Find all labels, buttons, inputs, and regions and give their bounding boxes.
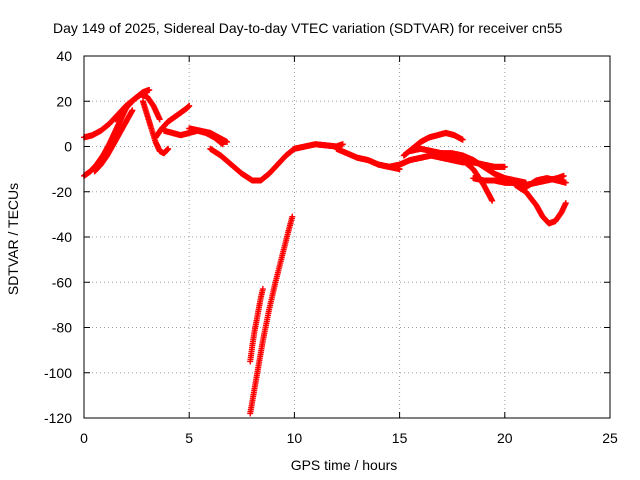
- data-point: [289, 213, 296, 220]
- series-arc-3: [91, 107, 136, 175]
- series-arc-19: [247, 213, 296, 417]
- y-axis-label: SDTVAR / TECUs: [5, 183, 21, 295]
- data-point: [501, 163, 508, 170]
- x-tick-label: 0: [80, 430, 88, 446]
- x-axis-label: GPS time / hours: [291, 457, 398, 473]
- data-point: [459, 136, 466, 143]
- x-tick-label: 20: [497, 430, 513, 446]
- data-point: [146, 86, 153, 93]
- data-point: [489, 197, 496, 204]
- series-arc-10: [291, 141, 346, 152]
- data-point: [156, 116, 163, 123]
- data-point: [339, 141, 346, 148]
- y-tick-label: -40: [52, 229, 72, 245]
- series-arc-20: [247, 286, 266, 365]
- y-tick-label: 20: [56, 93, 72, 109]
- chart-title: Day 149 of 2025, Sidereal Day-to-day VTE…: [53, 20, 563, 36]
- data-point: [562, 179, 569, 186]
- y-tick-label: -100: [44, 365, 72, 381]
- data-point: [129, 107, 136, 114]
- series-arc-18: [522, 175, 569, 191]
- series-arc-8: [186, 125, 231, 145]
- data-point: [560, 172, 567, 179]
- data-point: [224, 138, 231, 145]
- plot-frame: [83, 55, 611, 419]
- y-tick-label: -80: [52, 320, 72, 336]
- series-layer: [81, 86, 569, 417]
- axis-layer: 0 5 10 15 20 25 -120 -100 -80 -60 -40 -20 0 20 40: [44, 48, 618, 446]
- series-arc-9: [207, 145, 298, 184]
- data-point: [186, 102, 193, 109]
- y-tick-label: -20: [52, 184, 72, 200]
- y-tick-label: 0: [64, 139, 72, 155]
- grid-layer: [84, 56, 610, 418]
- y-tick-label: 40: [56, 48, 72, 64]
- data-point: [165, 145, 172, 152]
- series-arc-17: [512, 181, 569, 227]
- series-arc-6: [152, 102, 193, 141]
- x-tick-label: 5: [185, 430, 193, 446]
- x-tick-label: 10: [287, 430, 303, 446]
- y-tick-label: -120: [44, 410, 72, 426]
- x-tick-label: 15: [392, 430, 408, 446]
- data-point: [259, 286, 266, 293]
- data-point: [562, 200, 569, 207]
- x-tick-label: 25: [602, 430, 618, 446]
- series-arc-4: [112, 91, 163, 123]
- y-tick-label: -60: [52, 274, 72, 290]
